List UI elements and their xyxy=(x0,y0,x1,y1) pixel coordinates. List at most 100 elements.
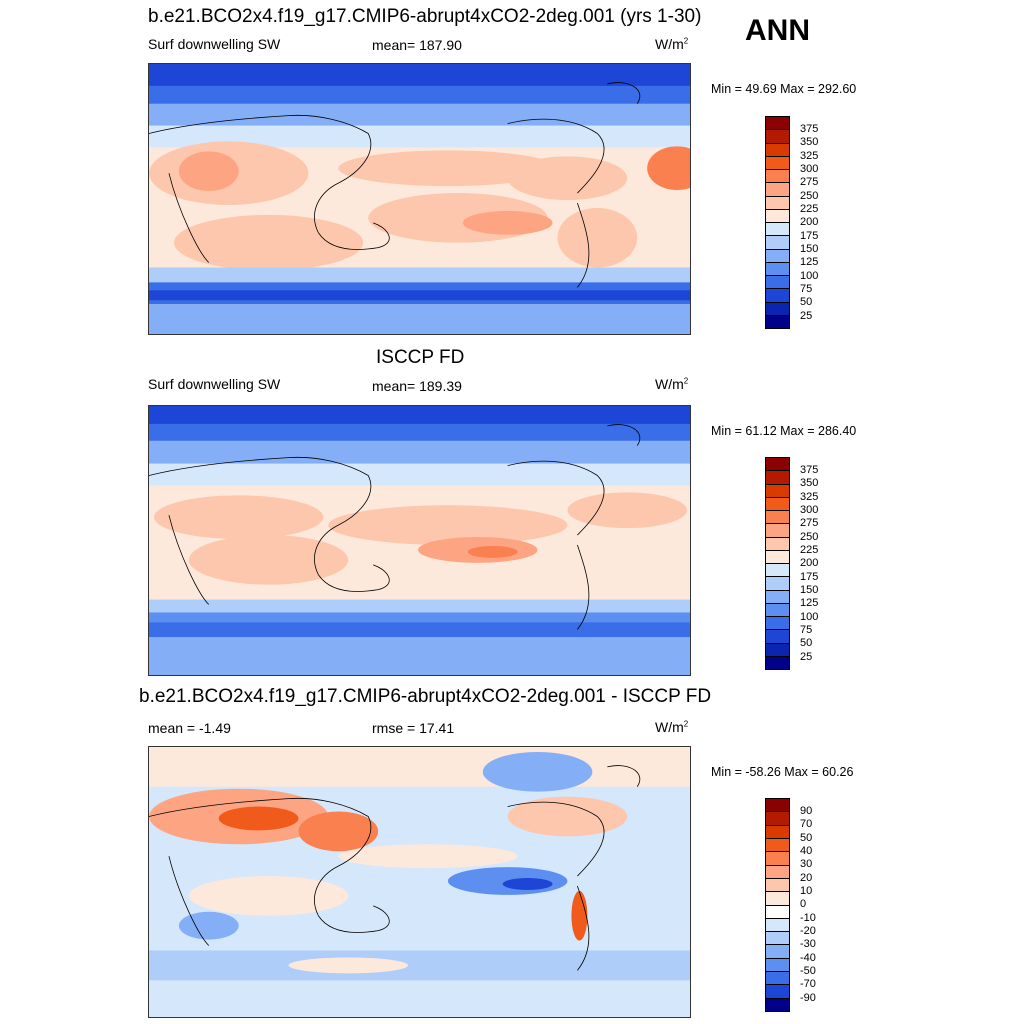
colorbar-tick-label: 225 xyxy=(800,544,819,556)
colorbar-swatch xyxy=(766,550,789,564)
colorbar-observations xyxy=(765,457,790,670)
colorbar-swatch xyxy=(766,276,789,290)
colorbar-swatch xyxy=(766,524,789,538)
colorbar-swatch xyxy=(766,117,789,131)
panel-title: b.e21.BCO2x4.f19_g17.CMIP6-abrupt4xCO2-2… xyxy=(148,6,702,27)
mean-label: mean= 187.90 xyxy=(372,37,462,53)
colorbar-swatch xyxy=(766,617,789,631)
colorbar-swatch xyxy=(766,865,789,879)
colorbar-swatch xyxy=(766,656,789,669)
colorbar-swatch xyxy=(766,812,789,826)
colorbar-swatch xyxy=(766,577,789,591)
colorbar-swatch xyxy=(766,289,789,303)
colorbar-tick-label: 150 xyxy=(800,243,819,255)
colorbar-tick-label: 125 xyxy=(800,256,819,268)
colorbar-tick-label: 175 xyxy=(800,230,819,242)
colorbar-tick-label: 250 xyxy=(800,190,819,202)
colorbar-tick-label: -30 xyxy=(800,938,816,950)
colorbar-tick-label: 325 xyxy=(800,150,819,162)
colorbar-tick-label: 75 xyxy=(800,624,813,636)
mean-label: mean = -1.49 xyxy=(148,720,231,736)
colorbar-tick-label: 20 xyxy=(800,872,813,884)
colorbar-difference xyxy=(765,798,790,1012)
colorbar-tick-label: 250 xyxy=(800,531,819,543)
colorbar-tick-label: 100 xyxy=(800,611,819,623)
map-difference xyxy=(148,746,691,1018)
colorbar-swatch xyxy=(766,170,789,184)
colorbar-swatch xyxy=(766,471,789,485)
colorbar-swatch xyxy=(766,590,789,604)
colorbar-swatch xyxy=(766,156,789,170)
colorbar-swatch xyxy=(766,825,789,839)
colorbar-tick-label: 30 xyxy=(800,858,813,870)
rmse-label: rmse = 17.41 xyxy=(372,720,455,736)
colorbar-tick-label: -90 xyxy=(800,992,816,1004)
colorbar-tick-label: 275 xyxy=(800,517,819,529)
colorbar-tick-label: 200 xyxy=(800,216,819,228)
colorbar-swatch xyxy=(766,603,789,617)
colorbar-tick-label: 200 xyxy=(800,557,819,569)
colorbar-swatch xyxy=(766,918,789,933)
colorbar-tick-label: -40 xyxy=(800,952,816,964)
colorbar-tick-label: -70 xyxy=(800,978,816,990)
colorbar-tick-label: 325 xyxy=(800,491,819,503)
map-model-field xyxy=(149,64,690,334)
colorbar-swatch xyxy=(766,249,789,263)
colorbar-tick-label: 40 xyxy=(800,845,813,857)
map-observations-field xyxy=(149,406,690,675)
colorbar-swatch xyxy=(766,236,789,250)
colorbar-tick-label: -20 xyxy=(800,925,816,937)
colorbar-tick-label: 375 xyxy=(800,123,819,135)
colorbar-tick-label: 150 xyxy=(800,584,819,596)
map-observations xyxy=(148,405,691,676)
colorbar-swatch xyxy=(766,458,789,472)
colorbar-tick-label: -50 xyxy=(800,965,816,977)
colorbar-swatch xyxy=(766,878,789,893)
panel-title: ISCCP FD xyxy=(376,347,465,368)
colorbar-tick-label: 50 xyxy=(800,637,813,649)
minmax-label: Min = 49.69 Max = 292.60 xyxy=(711,82,857,96)
colorbar-tick-label: 100 xyxy=(800,270,819,282)
colorbar-tick-label: 350 xyxy=(800,477,819,489)
units-label: W/m2 xyxy=(655,36,689,52)
colorbar-tick-label: 70 xyxy=(800,818,813,830)
colorbar-swatch xyxy=(766,852,789,866)
variable-label: Surf downwelling SW xyxy=(148,36,281,52)
colorbar-swatch xyxy=(766,932,789,946)
colorbar-swatch xyxy=(766,630,789,644)
minmax-label: Min = -58.26 Max = 60.26 xyxy=(711,765,854,779)
panel-title: b.e21.BCO2x4.f19_g17.CMIP6-abrupt4xCO2-2… xyxy=(139,686,712,707)
season-label: ANN xyxy=(745,14,810,47)
colorbar-swatch xyxy=(766,196,789,210)
colorbar-swatch xyxy=(766,302,789,316)
colorbar-swatch xyxy=(766,985,789,999)
colorbar-swatch xyxy=(766,892,789,906)
colorbar-tick-label: 50 xyxy=(800,832,813,844)
units-label: W/m2 xyxy=(655,376,689,392)
variable-label: Surf downwelling SW xyxy=(148,376,281,392)
colorbar-swatch xyxy=(766,838,789,853)
colorbar-tick-label: 25 xyxy=(800,310,813,322)
colorbar-swatch xyxy=(766,511,789,525)
colorbar-swatch xyxy=(766,643,789,657)
colorbar-tick-label: 25 xyxy=(800,651,813,663)
colorbar-swatch xyxy=(766,143,789,157)
colorbar-tick-label: 125 xyxy=(800,597,819,609)
colorbar-tick-label: 0 xyxy=(800,898,807,910)
colorbar-swatch xyxy=(766,958,789,973)
colorbar-swatch xyxy=(766,183,789,197)
colorbar-tick-label: 300 xyxy=(800,504,819,516)
colorbar-swatch xyxy=(766,315,789,328)
colorbar-tick-label: 225 xyxy=(800,203,819,215)
colorbar-tick-label: 275 xyxy=(800,176,819,188)
colorbar-tick-label: 175 xyxy=(800,571,819,583)
colorbar-tick-label: 50 xyxy=(800,296,813,308)
colorbar-tick-label: 10 xyxy=(800,885,813,897)
colorbar-swatch xyxy=(766,905,789,919)
minmax-label: Min = 61.12 Max = 286.40 xyxy=(711,424,857,438)
colorbar-swatch xyxy=(766,484,789,498)
colorbar-tick-label: -10 xyxy=(800,912,816,924)
colorbar-swatch xyxy=(766,497,789,511)
colorbar-swatch xyxy=(766,564,789,578)
colorbar-swatch xyxy=(766,972,789,986)
